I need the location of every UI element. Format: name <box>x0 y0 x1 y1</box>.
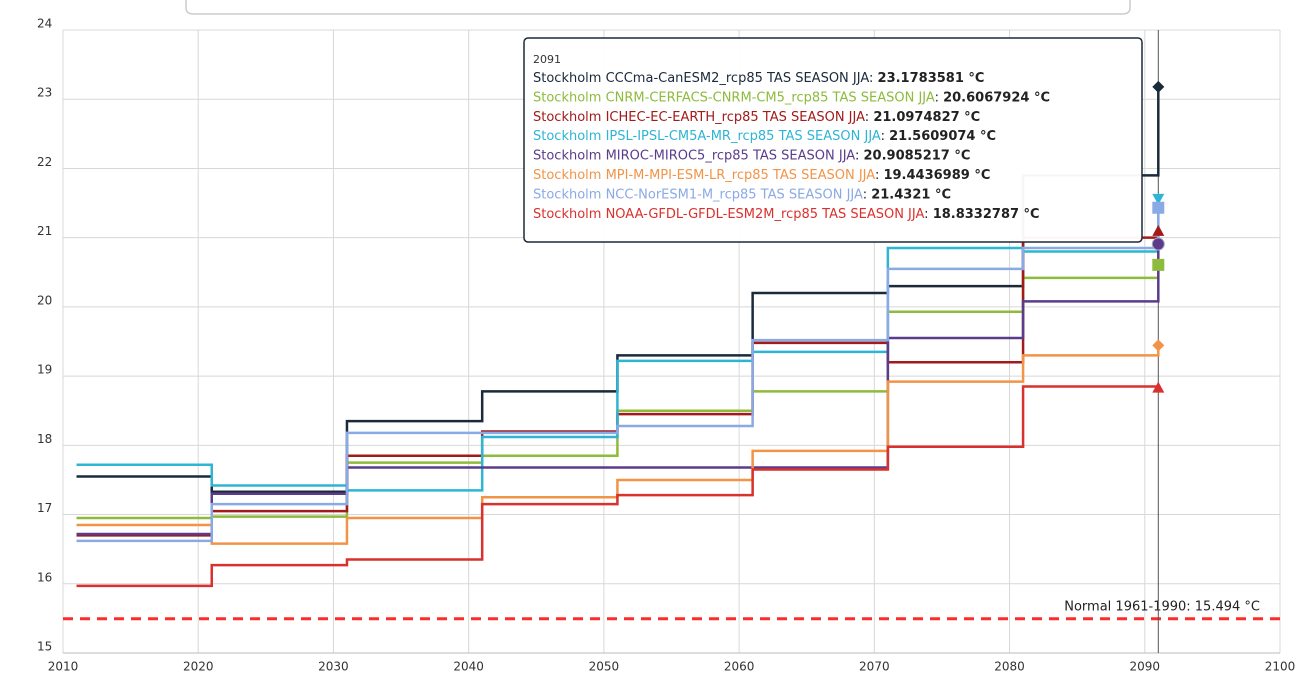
x-tick-label: 2060 <box>724 660 755 674</box>
x-tick-label: 2030 <box>318 660 349 674</box>
series-line <box>76 385 1160 588</box>
x-tick-label: 2020 <box>183 660 214 674</box>
x-tick-label: 2080 <box>994 660 1025 674</box>
tooltip-separator: : <box>865 109 874 124</box>
tooltip-separator: : <box>924 206 933 221</box>
tooltip-title: 2091 <box>533 53 561 66</box>
tooltip-value: 21.5609074 °C <box>889 129 996 144</box>
tooltip-value: 21.4321 °C <box>871 187 951 202</box>
tooltip-name: Stockholm MPI-M-MPI-ESM-LR_rcp85 TAS SEA… <box>533 168 875 183</box>
tooltip-line: Stockholm NCC-NorESM1-M_rcp85 TAS SEASON… <box>533 187 951 202</box>
series-line <box>76 207 1160 543</box>
tooltip: 2091 Stockholm CCCma-CanESM2_rcp85 TAS SE… <box>523 37 1143 243</box>
tooltip-name: Stockholm CCCma-CanESM2_rcp85 TAS SEASON… <box>533 71 869 86</box>
tooltip-name: Stockholm IPSL-IPSL-CM5A-MR_rcp85 TAS SE… <box>533 129 881 144</box>
series-line <box>76 345 1160 545</box>
tooltip-separator: : <box>881 129 890 144</box>
tooltip-value: 23.1783581 °C <box>878 71 985 86</box>
x-tick-label: 2070 <box>859 660 890 674</box>
tooltip-box <box>523 37 1143 243</box>
tooltip-separator: : <box>869 71 878 86</box>
marker <box>1152 80 1165 93</box>
tooltip-line: Stockholm MIROC-MIROC5_rcp85 TAS SEASON … <box>533 148 970 163</box>
tooltip-name: Stockholm CNRM-CERFACS-CNRM-CM5_rcp85 TA… <box>533 90 935 105</box>
series-line <box>76 243 1160 536</box>
tooltip-line: Stockholm CNRM-CERFACS-CNRM-CM5_rcp85 TA… <box>533 90 1050 105</box>
tooltip-value: 18.8332787 °C <box>933 206 1040 221</box>
x-tick-label: 2010 <box>48 660 79 674</box>
tooltip-line: Stockholm MPI-M-MPI-ESM-LR_rcp85 TAS SEA… <box>533 168 990 183</box>
x-tick-label: 2100 <box>1265 660 1295 674</box>
y-tick-label: 20 <box>37 293 52 307</box>
marker <box>1152 224 1165 236</box>
y-tick-label: 22 <box>37 155 52 169</box>
tooltip-separator: : <box>855 148 864 163</box>
tooltip-name: Stockholm ICHEC-EC-EARTH_rcp85 TAS SEASO… <box>533 109 865 124</box>
tooltip-name: Stockholm MIROC-MIROC5_rcp85 TAS SEASON … <box>533 148 855 163</box>
tooltip-separator: : <box>935 90 944 105</box>
y-tick-label: 18 <box>37 432 52 446</box>
y-tick-label: 23 <box>37 86 52 100</box>
x-tick-label: 2090 <box>1130 660 1161 674</box>
y-tick-label: 24 <box>37 17 52 31</box>
tooltip-value: 21.0974827 °C <box>873 109 980 124</box>
y-tick-label: 16 <box>37 570 52 584</box>
tooltip-separator: : <box>875 168 884 183</box>
tooltip-line: Stockholm IPSL-IPSL-CM5A-MR_rcp85 TAS SE… <box>533 129 996 144</box>
marker <box>1152 381 1165 393</box>
range-box <box>185 0 1131 15</box>
tooltip-value: 20.6067924 °C <box>943 90 1050 105</box>
y-tick-label: 15 <box>37 640 52 654</box>
tooltip-name: Stockholm NOAA-GFDL-GFDL-ESM2M_rcp85 TAS… <box>533 206 924 221</box>
marker <box>1151 237 1165 251</box>
y-tick-label: 17 <box>37 501 52 515</box>
y-tick-label: 21 <box>37 224 52 238</box>
tooltip-value: 19.4436989 °C <box>883 168 990 183</box>
x-tick-label: 2040 <box>453 660 484 674</box>
tooltip-line: Stockholm CCCma-CanESM2_rcp85 TAS SEASON… <box>533 71 984 86</box>
tooltip-line: Stockholm NOAA-GFDL-GFDL-ESM2M_rcp85 TAS… <box>533 206 1040 221</box>
tooltip-value: 20.9085217 °C <box>864 148 971 163</box>
tooltip-separator: : <box>863 187 872 202</box>
reference-label: Normal 1961-1990: 15.494 °C <box>1064 599 1260 614</box>
y-tick-label: 19 <box>37 363 52 377</box>
tooltip-name: Stockholm NCC-NorESM1-M_rcp85 TAS SEASON… <box>533 187 863 202</box>
tooltip-line: Stockholm ICHEC-EC-EARTH_rcp85 TAS SEASO… <box>533 109 980 124</box>
marker <box>1152 258 1165 271</box>
marker <box>1152 193 1165 205</box>
marker <box>1152 339 1165 352</box>
marker <box>1152 201 1165 214</box>
x-tick-label: 2050 <box>589 660 620 674</box>
